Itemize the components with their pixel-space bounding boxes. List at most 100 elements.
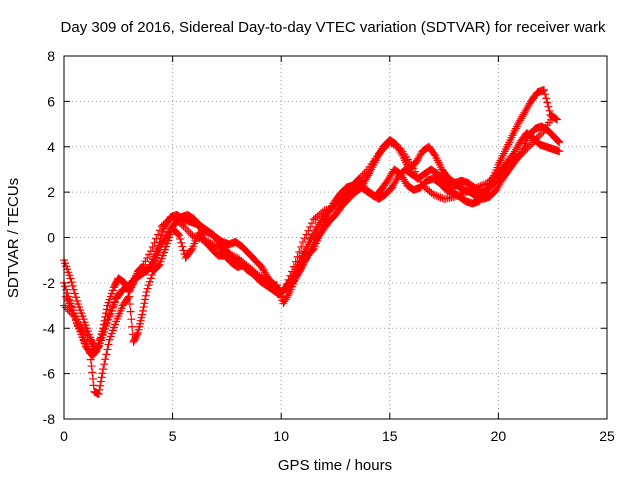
data-point	[138, 306, 147, 315]
data-point	[293, 252, 302, 261]
data-point	[65, 307, 74, 316]
data-point	[291, 257, 300, 266]
x-tick-label: 0	[60, 428, 68, 444]
data-point	[431, 191, 440, 200]
data-point	[530, 136, 539, 145]
data-point	[101, 355, 110, 364]
data-point	[304, 251, 313, 260]
data-point	[62, 285, 71, 294]
data-point	[360, 169, 369, 178]
data-point	[66, 274, 75, 283]
data-point	[479, 180, 488, 189]
data-point	[380, 143, 389, 152]
data-point	[485, 177, 494, 186]
data-point	[184, 227, 193, 236]
data-point	[64, 292, 73, 301]
data-point	[148, 242, 157, 251]
data-point	[96, 377, 105, 386]
data-point	[96, 381, 105, 390]
data-point	[532, 134, 541, 143]
data-point	[525, 142, 534, 151]
data-point	[71, 293, 80, 302]
data-point	[147, 270, 156, 279]
data-point	[318, 207, 327, 216]
data-point	[92, 344, 101, 353]
data-point	[476, 182, 485, 191]
data-point	[154, 261, 163, 270]
data-point	[183, 225, 192, 234]
data-point	[110, 298, 119, 307]
data-point	[394, 143, 403, 152]
data-point	[483, 179, 492, 188]
data-point	[67, 278, 76, 287]
data-point	[540, 86, 549, 95]
data-point	[555, 138, 564, 147]
data-point	[432, 191, 441, 200]
data-point	[97, 373, 106, 382]
data-point	[125, 292, 134, 301]
data-point	[355, 174, 364, 183]
data-point	[295, 247, 304, 256]
data-point	[554, 137, 563, 146]
data-point	[140, 299, 149, 308]
data-point	[128, 322, 137, 331]
data-point	[277, 292, 286, 301]
data-points	[60, 86, 564, 399]
data-point	[155, 226, 164, 235]
data-point	[378, 145, 387, 154]
data-point	[104, 340, 113, 349]
data-point	[176, 235, 185, 244]
data-point	[95, 385, 104, 394]
data-point	[99, 325, 108, 334]
data-point	[137, 264, 146, 273]
data-point	[226, 250, 235, 259]
data-point	[61, 282, 70, 291]
data-point	[516, 151, 525, 160]
data-series	[60, 113, 557, 353]
data-point	[488, 173, 497, 182]
y-tick-label: 6	[47, 93, 55, 109]
data-point	[61, 303, 70, 312]
data-point	[454, 191, 463, 200]
data-point	[145, 277, 154, 286]
data-point	[133, 330, 142, 339]
data-point	[139, 260, 148, 269]
data-point	[544, 102, 553, 111]
data-point	[86, 349, 95, 358]
data-point	[541, 90, 550, 99]
data-point	[307, 219, 316, 228]
data-point	[288, 267, 297, 276]
data-point	[521, 146, 530, 155]
data-point	[100, 360, 109, 369]
data-point	[543, 98, 552, 107]
data-point	[469, 185, 478, 194]
data-point	[141, 295, 150, 304]
data-point	[523, 144, 532, 153]
data-point	[297, 242, 306, 251]
data-point	[280, 284, 289, 293]
data-point	[282, 280, 291, 289]
data-point	[87, 362, 96, 371]
data-point	[177, 238, 186, 247]
data-point	[528, 138, 537, 147]
data-point	[222, 249, 231, 258]
x-tick-label: 15	[382, 428, 398, 444]
data-point	[412, 171, 421, 180]
data-point	[304, 226, 313, 235]
data-point	[472, 183, 481, 192]
data-point	[174, 230, 183, 239]
data-point	[470, 184, 479, 193]
data-point	[284, 275, 293, 284]
data-point	[124, 294, 133, 302]
data-point	[545, 106, 554, 115]
y-tick-label: 8	[47, 48, 55, 64]
data-point	[179, 246, 188, 255]
data-point	[264, 277, 273, 286]
data-point	[66, 299, 75, 308]
data-point	[436, 193, 445, 202]
plot-frame	[63, 55, 608, 420]
data-point	[101, 320, 110, 329]
x-tick-label: 25	[599, 428, 615, 444]
data-point	[358, 171, 367, 180]
data-point	[146, 274, 155, 283]
